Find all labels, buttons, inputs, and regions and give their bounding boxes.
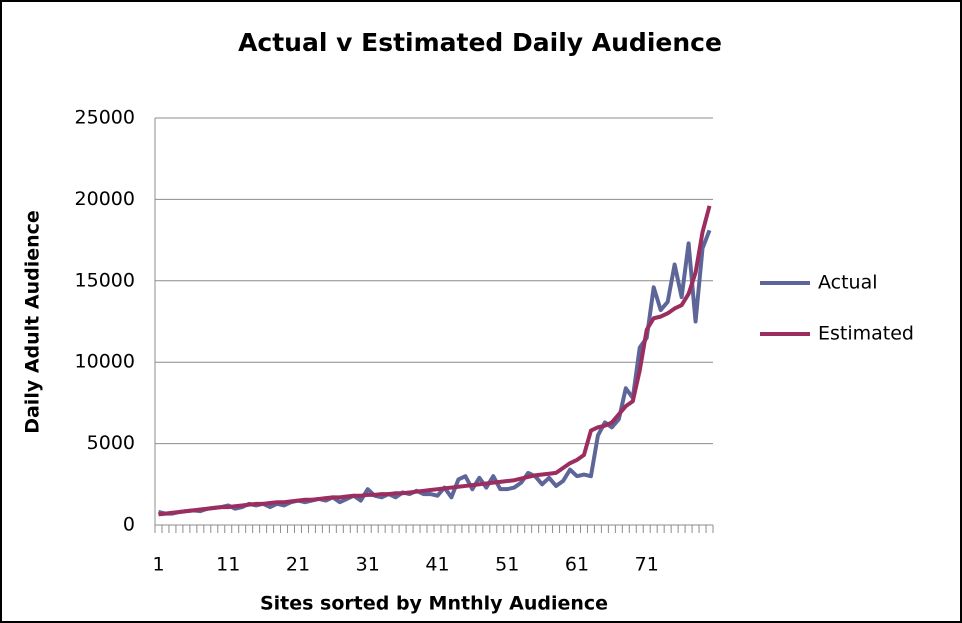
y-tick-label: 0	[123, 514, 135, 536]
y-tick-label: 15000	[75, 269, 135, 291]
chart-title: Actual v Estimated Daily Audience	[238, 28, 722, 57]
x-tick-label: 51	[495, 554, 519, 576]
y-tick-label: 20000	[75, 188, 135, 210]
x-tick-label: 71	[635, 554, 659, 576]
x-axis-label: Sites sorted by Mnthly Audience	[260, 593, 608, 615]
series-line	[158, 205, 712, 517]
legend-label: Actual	[818, 272, 878, 294]
x-tick-label: 41	[425, 554, 449, 576]
y-tick-label: 25000	[75, 107, 135, 129]
y-tick-label: 10000	[75, 351, 135, 373]
x-tick-label: 31	[356, 554, 380, 576]
x-tick-label: 21	[286, 554, 310, 576]
x-tick-label: 11	[216, 554, 240, 576]
y-tick-label: 5000	[87, 432, 135, 454]
x-tick-label: 61	[565, 554, 589, 576]
legend-label: Estimated	[818, 323, 914, 345]
y-axis-label: Daily Adult Audience	[22, 210, 44, 434]
x-tick-label: 1	[152, 554, 164, 576]
